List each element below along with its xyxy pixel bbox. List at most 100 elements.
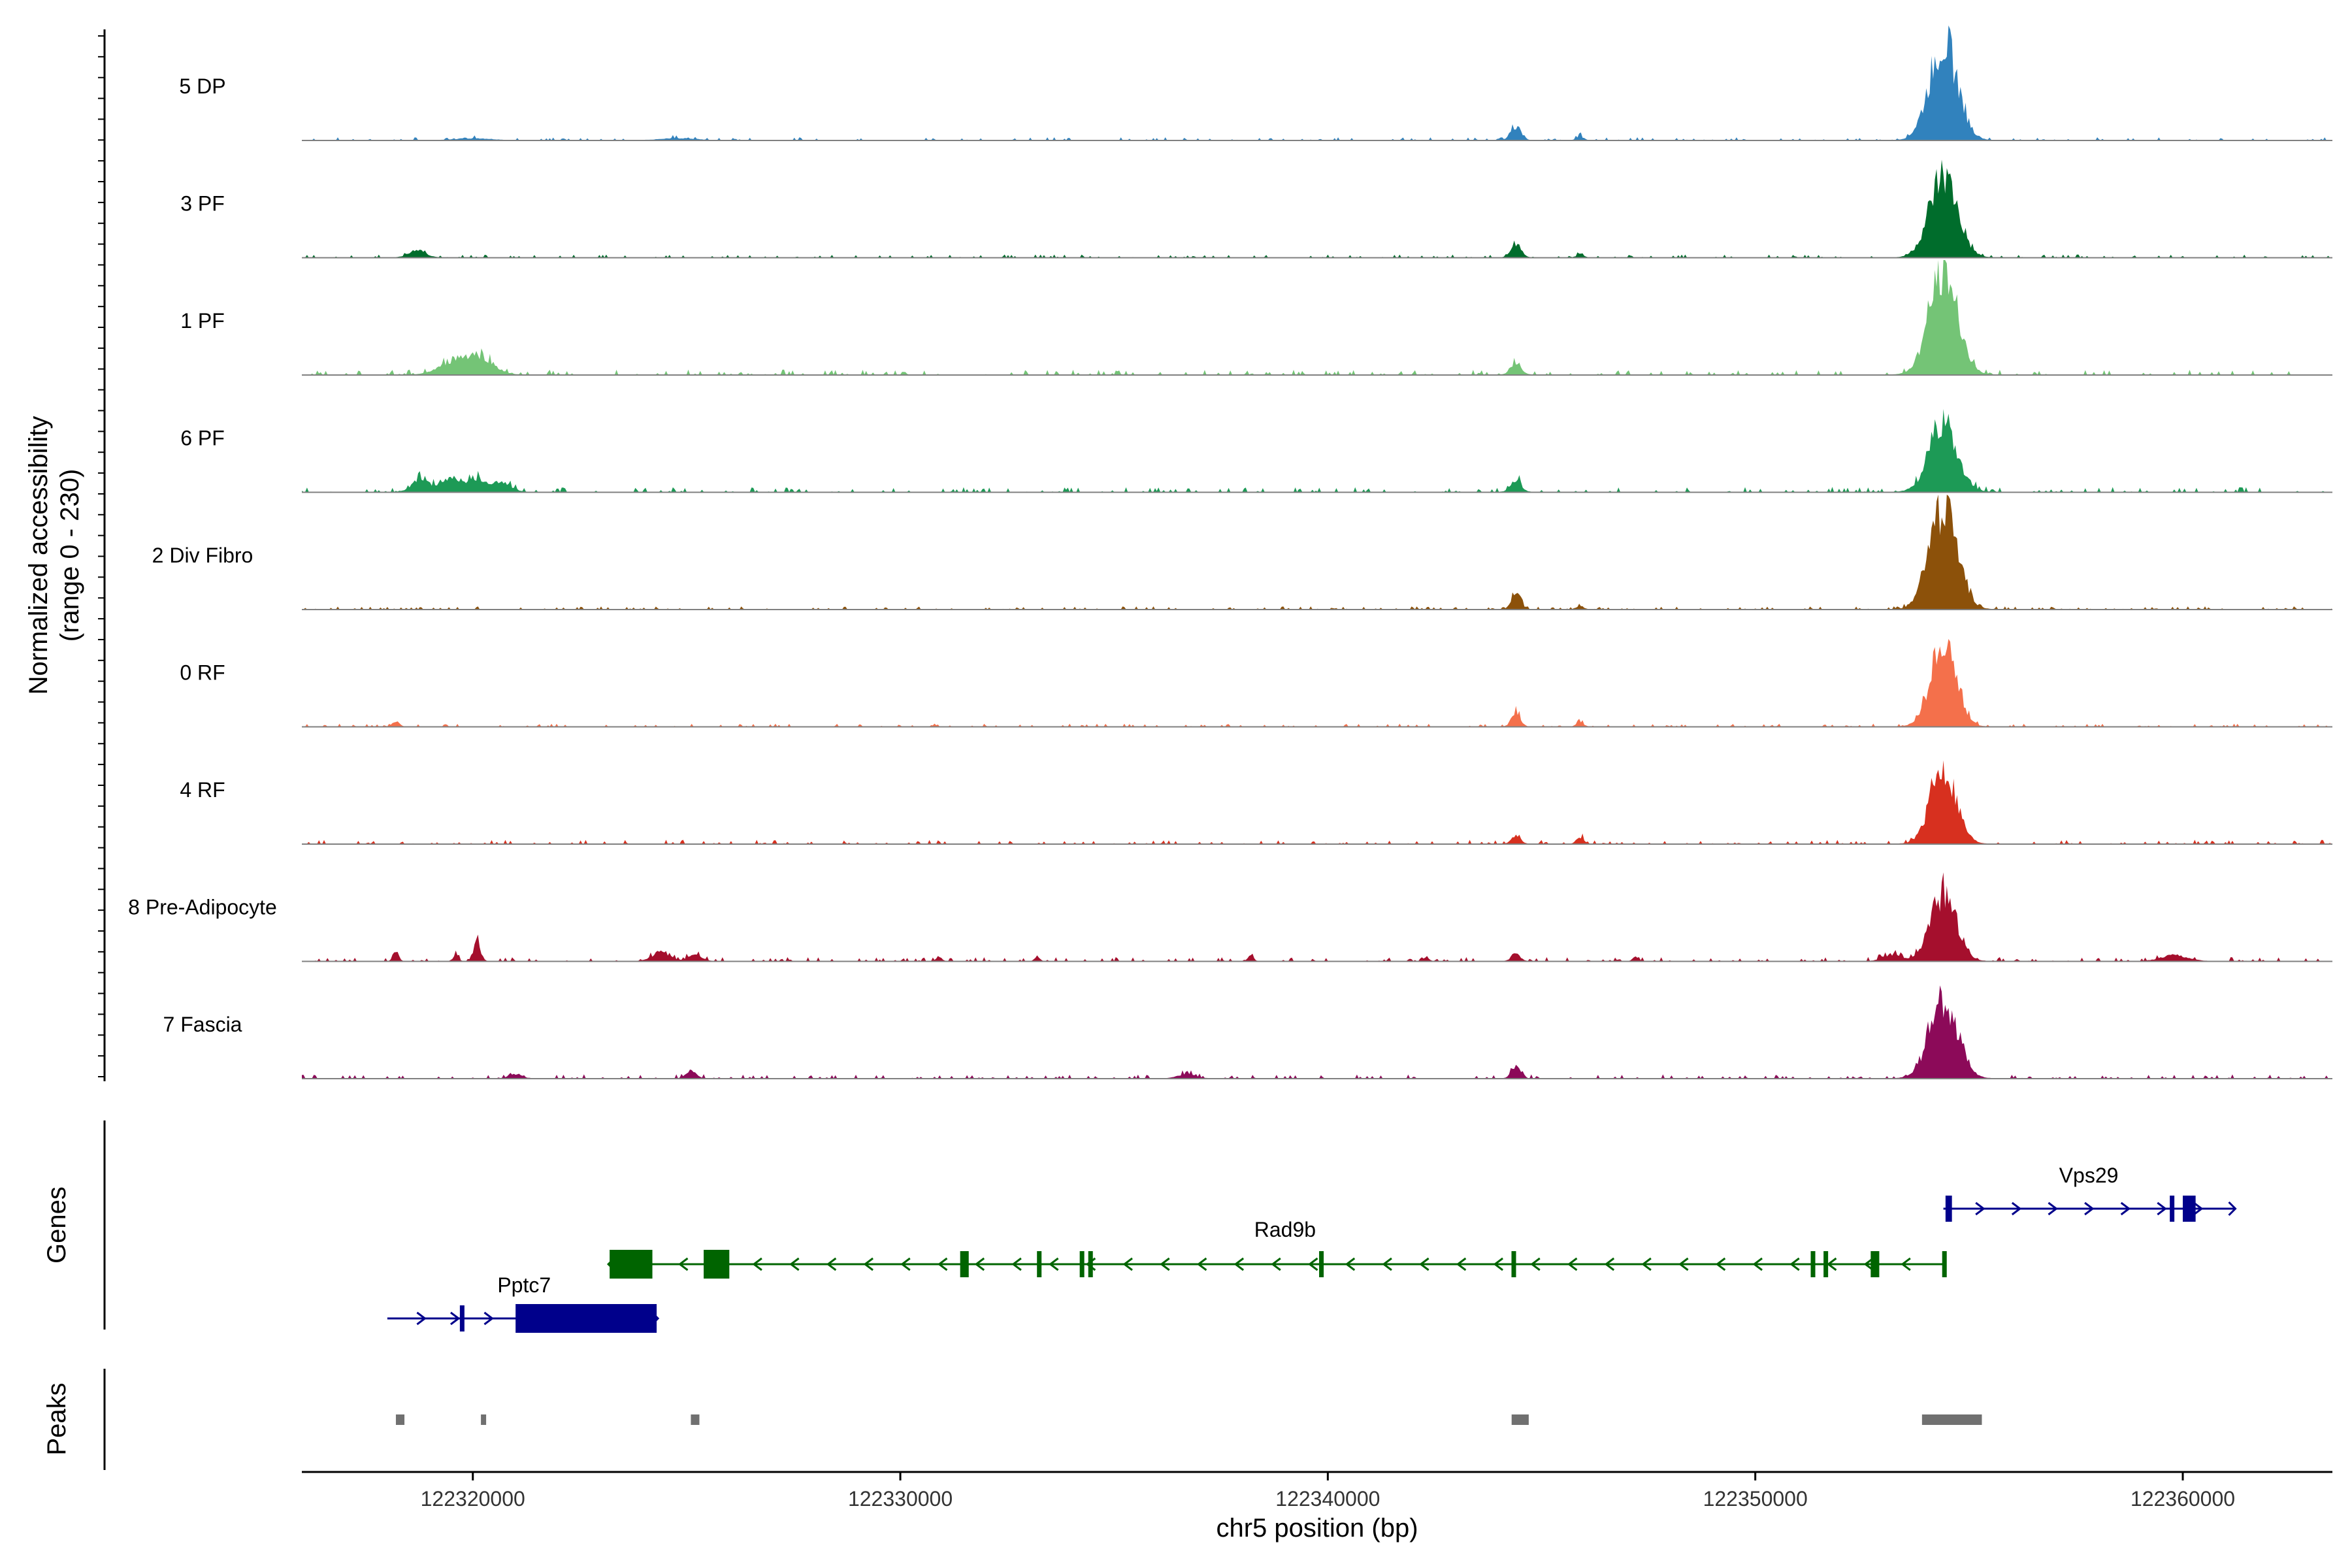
exon-block [704,1250,730,1279]
strand-chevron [416,1311,427,1326]
strand-chevron [1530,1257,1541,1271]
track-label: 3 PF [180,192,225,216]
peaks-ylabel: Peaks [42,1382,71,1455]
strand-chevron [1049,1257,1059,1271]
exon-block [1088,1251,1093,1277]
peak-region [1511,1414,1529,1425]
exon-block [1037,1251,1042,1277]
track-label: 6 PF [180,427,225,450]
gene-label: Vps29 [2059,1164,2119,1187]
strand-chevron [900,1257,911,1271]
strand-chevron [937,1257,948,1271]
x-axis: 122320000 122330000 122340000 122350000 1223… [302,1471,2332,1543]
coverage-track: 3 PF [180,159,2332,259]
strand-chevron [2120,1201,2131,1216]
track-label: 5 DP [179,74,225,98]
strand-chevron [1233,1257,1245,1271]
coverage-area [302,409,2332,493]
strand-chevron [863,1257,874,1271]
strand-chevron [1789,1257,1800,1271]
strand-chevron [1678,1257,1689,1271]
exon-block [960,1251,969,1277]
strand-chevron [2011,1201,2022,1216]
strand-chevron [1641,1257,1652,1271]
strand-chevron [1752,1257,1763,1271]
exon-block [1823,1251,1829,1277]
exon-block [2170,1196,2175,1222]
strand-chevron [1345,1257,1356,1271]
coverage-track: 4 RF [180,760,2332,845]
x-axis-ticks: 122320000 122330000 122340000 122350000 1223… [421,1472,2235,1511]
strand-chevron [2157,1201,2167,1216]
strand-chevron [826,1257,837,1271]
x-tick-label: 122340000 [1275,1487,1380,1511]
strand-chevron [1863,1257,1874,1271]
strand-chevron [974,1257,985,1271]
peak-regions [395,1414,1982,1425]
strand-chevron [483,1311,494,1326]
x-tick-label: 122330000 [848,1487,953,1511]
strand-chevron [1271,1257,1281,1271]
coverage-ylabel-line2: (range 0 - 230) [56,469,84,642]
strand-chevron [1456,1257,1467,1271]
peak-region [1921,1414,1982,1425]
exon-block [515,1304,657,1333]
genes-panel: Genes Pptc7 Rad9b Vps29 [42,1120,2237,1333]
x-axis-title: chr5 position (bp) [1216,1514,1418,1543]
track-label: 8 Pre-Adipocyte [128,896,277,919]
strand-chevron [1975,1201,1985,1216]
strand-chevron [789,1257,800,1271]
strand-chevron [1382,1257,1392,1271]
track-label: 0 RF [180,661,225,685]
peaks-panel: Peaks [42,1369,1982,1470]
strand-chevron [1493,1257,1503,1271]
peak-region [481,1414,487,1425]
genes-ylabel: Genes [42,1186,71,1264]
strand-chevron [1567,1257,1578,1271]
strand-end-chevron [2228,1201,2237,1217]
exon-block [459,1305,465,1331]
exon-block [1319,1251,1324,1277]
gene-model: Vps29 [1943,1164,2237,1222]
coverage-track: 7 Fascia [163,985,2332,1079]
exon-block [1945,1196,1952,1222]
gene-label: Pptc7 [497,1273,551,1297]
coverage-track: 1 PF [180,260,2332,376]
gene-model: Rad9b [606,1218,1947,1279]
gene-models: Pptc7 Rad9b Vps29 [387,1164,2237,1333]
strand-chevron [1196,1257,1207,1271]
exon-block [1810,1251,1816,1277]
coverage-track: 6 PF [180,409,2332,493]
strand-chevron [2048,1201,2058,1216]
strand-chevron [1826,1257,1837,1271]
strand-chevron [752,1257,762,1271]
strand-chevron [2193,1201,2204,1216]
strand-chevron [450,1311,461,1326]
strand-chevron [1419,1257,1429,1271]
coverage-ylabel-line1: Normalized accessibility [24,416,53,695]
track-label: 7 Fascia [163,1013,242,1036]
strand-chevron [1715,1257,1726,1271]
track-label: 4 RF [180,778,225,802]
strand-chevron [2084,1201,2095,1216]
coverage-track: 0 RF [180,639,2332,728]
exon-block [1870,1251,1880,1277]
x-tick-label: 122360000 [2131,1487,2235,1511]
gene-model: Pptc7 [387,1273,660,1333]
track-label: 2 Div Fibro [152,544,253,567]
x-tick-label: 122320000 [421,1487,525,1511]
gene-label: Rad9b [1254,1218,1316,1241]
coverage-track: 5 DP [179,25,2332,141]
track-label: 1 PF [180,309,225,333]
exon-block [2182,1196,2196,1222]
peak-region [691,1414,700,1425]
exon-block [610,1250,653,1279]
strand-chevron [1122,1257,1133,1271]
coverage-tracks: 5 DP 3 PF 1 PF 6 PF 2 Div Fibro 0 RF 4 RF 8 Pre… [128,25,2332,1079]
coverage-panel: Normalized accessibility (range 0 - 230)… [24,25,2332,1081]
strand-chevron [1604,1257,1615,1271]
coverage-track: 8 Pre-Adipocyte [128,872,2332,962]
coverage-y-ticks [98,35,105,1077]
strand-chevron [1160,1257,1170,1271]
